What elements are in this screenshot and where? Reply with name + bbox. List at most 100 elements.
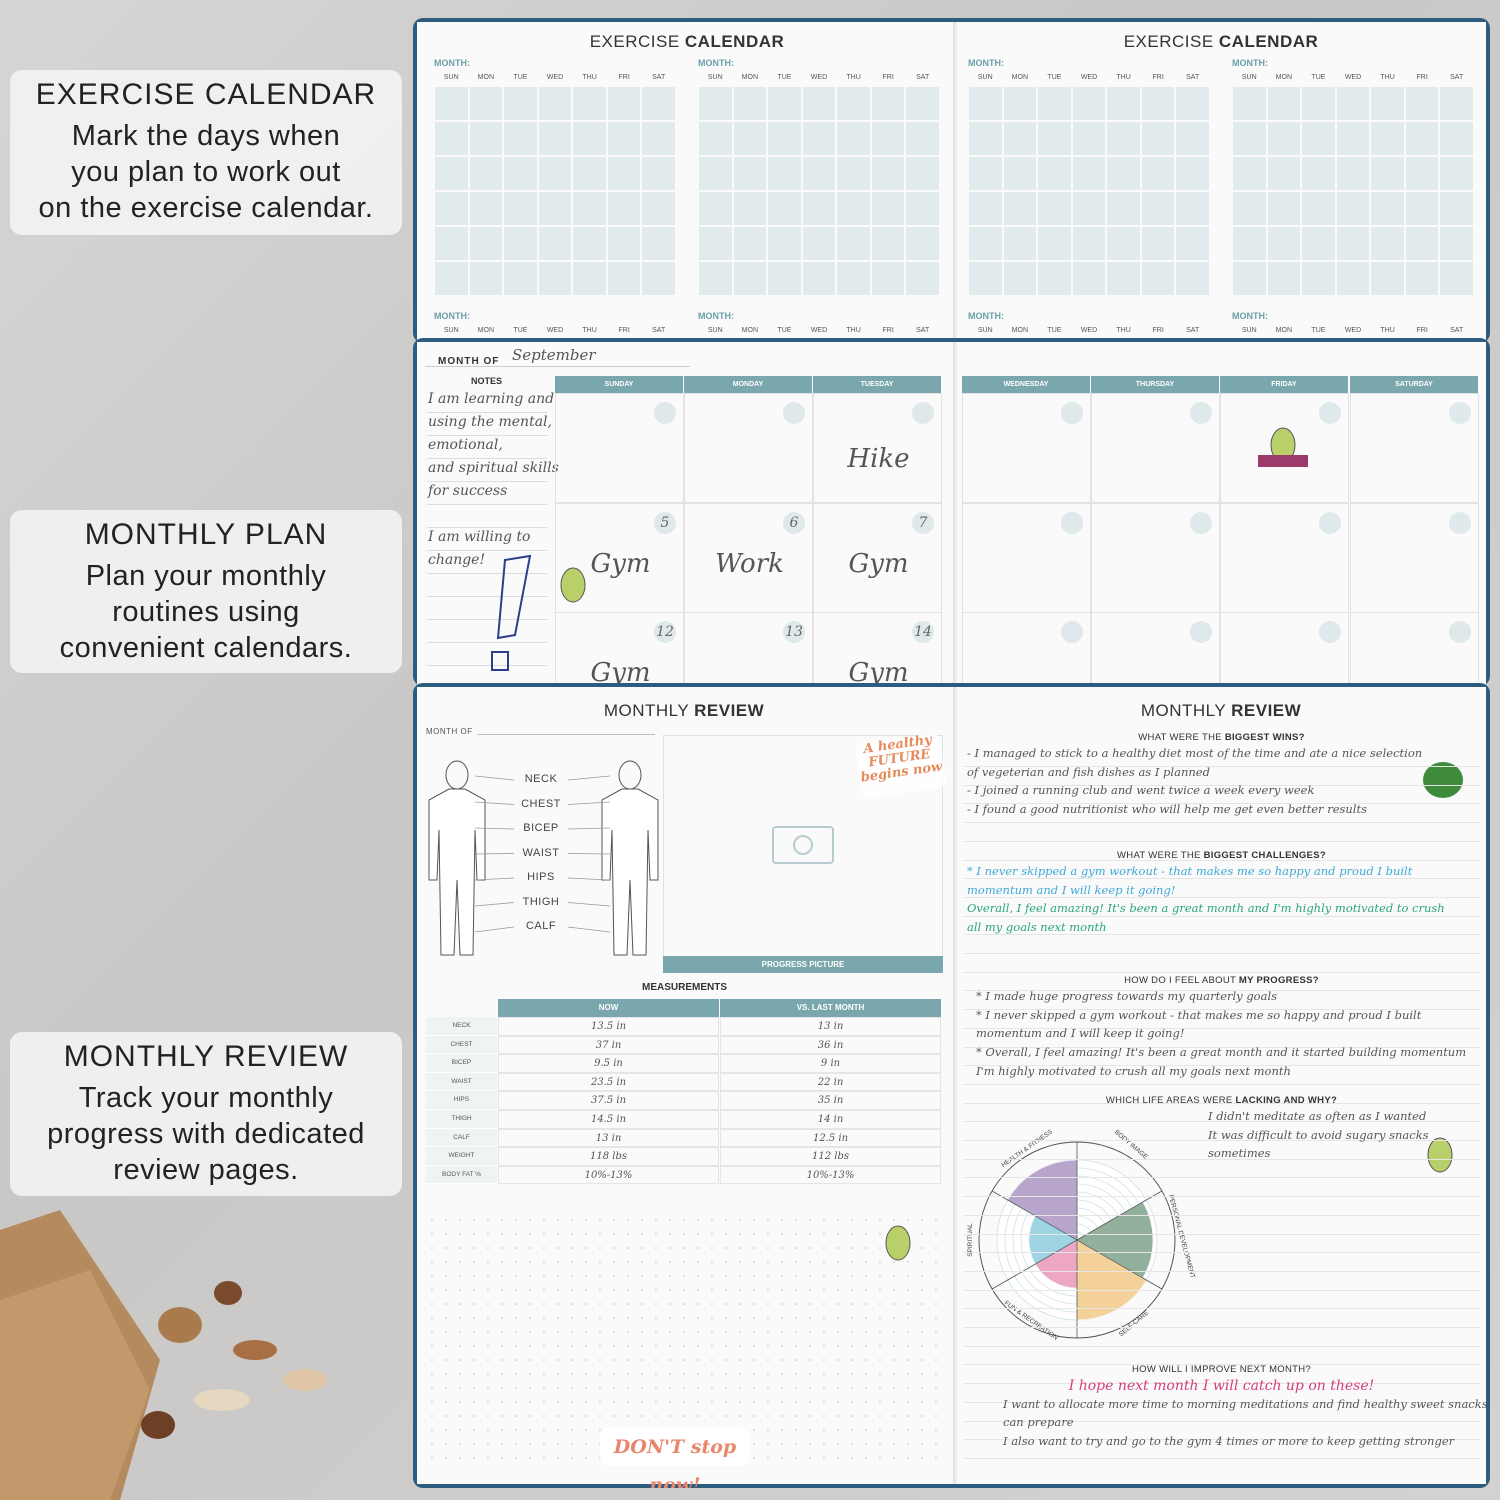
calendar-cell	[906, 227, 939, 260]
grid-dot	[879, 1345, 881, 1347]
row-label: BODY FAT %	[426, 1165, 497, 1185]
grid-dot	[851, 1457, 853, 1459]
grid-dot	[809, 1457, 811, 1459]
calendar-cell	[768, 87, 801, 120]
grid-dot	[907, 1303, 909, 1305]
grid-dot	[921, 1317, 923, 1319]
grid-dot	[557, 1331, 559, 1333]
grid-dot	[655, 1331, 657, 1333]
grid-dot	[473, 1429, 475, 1431]
weekday-label: THU	[846, 327, 861, 334]
calendar-cell	[802, 227, 836, 260]
weekday-label: SUN	[443, 327, 459, 334]
grid-dot	[655, 1261, 657, 1263]
title-bold: REVIEW	[1231, 701, 1302, 720]
answer-rule	[963, 971, 1480, 973]
grid-dot	[837, 1261, 839, 1263]
calendar-cell	[1072, 192, 1106, 225]
grid-dot	[515, 1289, 517, 1291]
month-label: MONTH:	[698, 58, 734, 68]
wheel-fill	[1028, 1215, 1078, 1265]
question: WHICH LIFE AREAS WERE LACKING AND WHY?	[963, 1095, 1480, 1106]
pointer-line	[567, 827, 611, 830]
grid-dot	[865, 1415, 867, 1417]
grid-dot	[585, 1429, 587, 1431]
grid-dot	[823, 1429, 825, 1431]
calendar-cell	[768, 227, 801, 260]
grid-dot	[753, 1317, 755, 1319]
grid-dot	[585, 1331, 587, 1333]
day-cell	[1091, 393, 1220, 503]
calendar-cell	[733, 192, 767, 225]
grid-dot	[459, 1233, 461, 1235]
grid-dot	[487, 1261, 489, 1263]
answer-rule	[963, 915, 1480, 917]
grid-dot	[767, 1219, 769, 1221]
calendar-cell	[1302, 87, 1335, 120]
grid-dot	[781, 1373, 783, 1375]
grid-dot	[711, 1233, 713, 1235]
page-title: EXERCISE CALENDAR	[1071, 32, 1371, 52]
grid-dot	[599, 1401, 601, 1403]
calendar-cell	[1336, 87, 1370, 120]
weekday-label: SUN	[977, 327, 993, 334]
grid-dot	[837, 1401, 839, 1403]
entry-text: Work	[715, 549, 784, 579]
grid-dot	[431, 1429, 433, 1431]
calendar-cell	[802, 192, 836, 225]
grid-dot	[557, 1233, 559, 1235]
answer-rule	[963, 1252, 1480, 1254]
date-circle: 5	[654, 512, 676, 534]
grid-dot	[571, 1317, 573, 1319]
date-circle: 6	[783, 512, 805, 534]
page-title: EXERCISE CALENDAR	[537, 32, 837, 52]
day-cell	[1091, 612, 1220, 686]
callout-text: routines using	[112, 596, 300, 628]
grid-dot	[935, 1261, 937, 1263]
grid-dot	[921, 1247, 923, 1249]
grid-dot	[879, 1429, 881, 1431]
grid-dot	[529, 1457, 531, 1459]
camera-icon	[772, 826, 834, 864]
grid-dot	[725, 1247, 727, 1249]
answer-rule	[963, 934, 1480, 936]
grid-dot	[543, 1317, 545, 1319]
notes-label: NOTES	[470, 376, 502, 386]
grid-dot	[753, 1331, 755, 1333]
grid-dot	[473, 1219, 475, 1221]
grid-dot	[683, 1261, 685, 1263]
grid-dot	[571, 1401, 573, 1403]
body-part-label: NECK	[524, 773, 558, 785]
grid-dot	[627, 1275, 629, 1277]
grid-dot	[641, 1401, 643, 1403]
nut	[158, 1307, 202, 1343]
grid-dot	[739, 1303, 741, 1305]
grid-dot	[585, 1275, 587, 1277]
grid-dot	[725, 1331, 727, 1333]
grid-dot	[627, 1401, 629, 1403]
calendar-cell	[699, 122, 732, 155]
weekday-label: SUN	[1241, 327, 1257, 334]
calendar-cell	[733, 157, 767, 190]
grid-dot	[501, 1261, 503, 1263]
weekday-label: FRI	[882, 327, 894, 334]
grid-dot	[893, 1429, 895, 1431]
grid-dot	[809, 1401, 811, 1403]
grid-dot	[809, 1387, 811, 1389]
calendar-cell	[1072, 87, 1106, 120]
grid-dot	[571, 1345, 573, 1347]
grid-dot	[935, 1247, 937, 1249]
grid-dot	[837, 1443, 839, 1445]
grid-dot	[445, 1247, 447, 1249]
answer-rule	[963, 1345, 1480, 1347]
calendar-cell	[1176, 192, 1209, 225]
grid-dot	[585, 1359, 587, 1361]
month-of-label: MONTH OF	[438, 356, 500, 367]
weekday-label: WED	[546, 327, 564, 334]
callout-text: Mark the days when	[71, 120, 341, 152]
note-text: I am learning and	[428, 391, 555, 407]
grid-dot	[515, 1387, 517, 1389]
weekday-label: MON	[1275, 74, 1293, 81]
pointer-line	[567, 853, 611, 855]
body-part-label: BICEP	[523, 822, 559, 834]
